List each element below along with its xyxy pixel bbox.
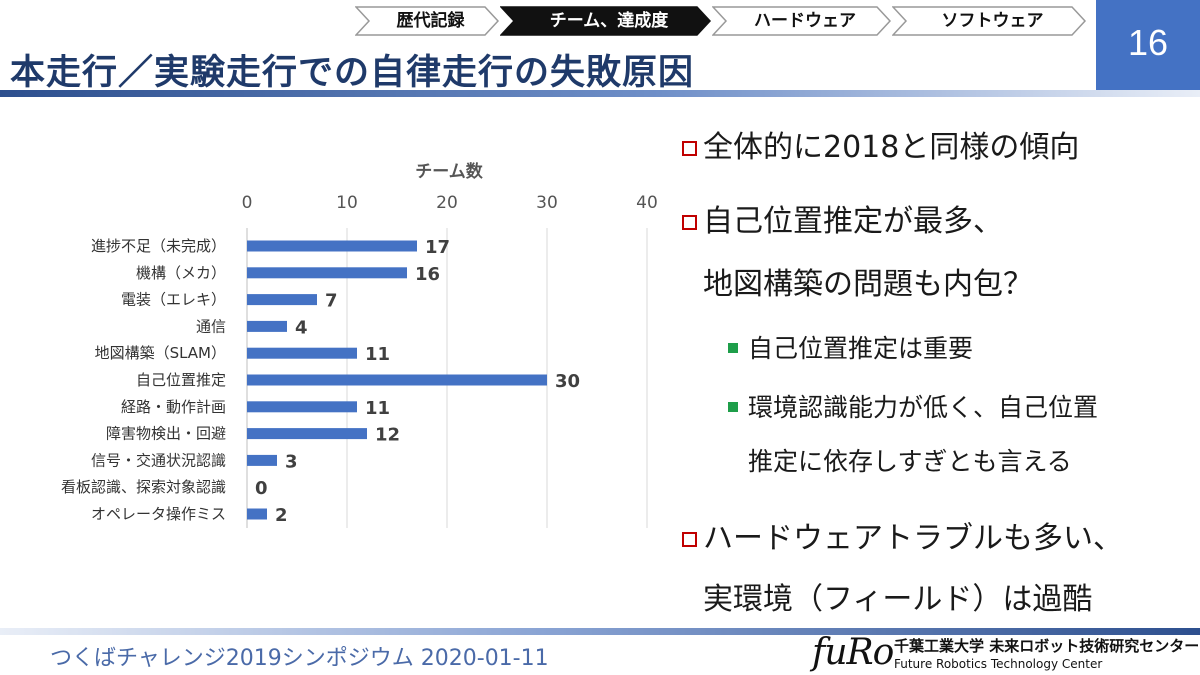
category-label: 経路・動作計画 [121, 398, 226, 416]
data-label: 0 [255, 478, 268, 499]
bar [247, 240, 417, 252]
tab-teams[interactable]: チーム、達成度 [500, 6, 712, 36]
sub-bullet-2-line1: 環境認識能力が低く、自己位置 [748, 393, 1099, 422]
bar [247, 454, 277, 466]
category-label: 障害物検出・回避 [106, 425, 226, 443]
tab-history[interactable]: 歴代記録 [355, 6, 500, 36]
category-label: 信号・交通状況認識 [91, 451, 226, 469]
org-name-en: Future Robotics Technology Center [894, 657, 1103, 671]
tab-hardware-shape [712, 6, 892, 36]
x-tick-label: 40 [636, 193, 658, 213]
sub-bullet-1: 自己位置推定は重要 [748, 334, 974, 363]
tab-software[interactable]: ソフトウェア [892, 6, 1087, 36]
chart-title: チーム数 [415, 161, 483, 182]
failure-cause-bar-chart: チーム数 0 10 20 30 40 進捗不足（未完成）機構（メカ）電装（エレキ）通信地… [61, 161, 658, 528]
category-label: 進捗不足（未完成） [91, 237, 226, 255]
data-label: 11 [365, 344, 390, 365]
bullet-2-line2: 地図構築の問題も内包？ [703, 267, 1033, 302]
page-number-box: 16 [1096, 0, 1200, 90]
data-label: 2 [275, 505, 288, 526]
tab-hardware-label: ハードウェア [754, 11, 856, 31]
title-divider [0, 90, 1200, 97]
tab-teams-shape [500, 6, 712, 36]
x-tick-label: 0 [242, 193, 253, 213]
tab-software-label: ソフトウェア [941, 11, 1044, 31]
bullet-marker-green [728, 402, 738, 412]
data-label: 12 [375, 425, 400, 446]
bar [247, 267, 407, 279]
bullet-2-line1: 自己位置推定が最多、 [703, 204, 1003, 239]
bar [247, 428, 367, 440]
bar [247, 374, 547, 386]
x-tick-label: 30 [536, 193, 558, 213]
slide-title: 本走行／実験走行での自律走行の失敗原因 [10, 53, 695, 93]
data-label: 17 [425, 237, 450, 258]
bullet-marker-red [682, 532, 697, 547]
bullet-marker-red [682, 141, 697, 156]
category-label: 機構（メカ） [136, 264, 226, 282]
data-label: 7 [325, 291, 338, 312]
bullet-marker-green [728, 343, 738, 353]
data-label: 4 [295, 317, 308, 338]
bullet-1: 全体的に2018と同様の傾向 [703, 130, 1080, 165]
category-label: 通信 [196, 317, 226, 335]
bullet-3-line2: 実環境（フィールド）は過酷 [703, 582, 1093, 617]
tab-hardware[interactable]: ハードウェア [712, 6, 892, 36]
bar [247, 320, 287, 332]
tab-history-label: 歴代記録 [396, 11, 465, 31]
page-number: 16 [1127, 22, 1169, 63]
furo-logo: fuRo [812, 632, 894, 673]
tab-teams-label: チーム、達成度 [549, 11, 669, 31]
bullet-marker-red [682, 215, 697, 230]
sub-bullet-2-line2: 推定に依存しすぎとも言える [748, 447, 1072, 476]
x-tick-label: 20 [436, 193, 458, 213]
footer-event-date: つくばチャレンジ2019シンポジウム 2020-01-11 [50, 646, 549, 671]
bar [247, 347, 357, 359]
data-label: 30 [555, 371, 580, 392]
bar [247, 401, 357, 413]
category-label: 看板認識、探索対象認識 [61, 478, 226, 496]
tab-history-shape [355, 6, 500, 36]
x-tick-label: 10 [336, 193, 358, 213]
category-label: 電装（エレキ） [121, 291, 226, 309]
data-label: 16 [415, 264, 440, 285]
category-label: 自己位置推定 [136, 371, 226, 389]
footer-divider [0, 628, 1200, 635]
bullet-3-line1: ハードウェアトラブルも多い、 [703, 521, 1123, 556]
category-label: オペレータ操作ミス [91, 505, 226, 523]
category-label: 地図構築（SLAM） [95, 344, 226, 362]
org-name-jp: 千葉工業大学 未来ロボット技術研究センター [894, 637, 1200, 655]
bar [247, 508, 267, 520]
data-label: 11 [365, 398, 390, 419]
tab-software-shape [892, 6, 1087, 36]
data-label: 3 [285, 451, 298, 472]
bar [247, 294, 317, 306]
